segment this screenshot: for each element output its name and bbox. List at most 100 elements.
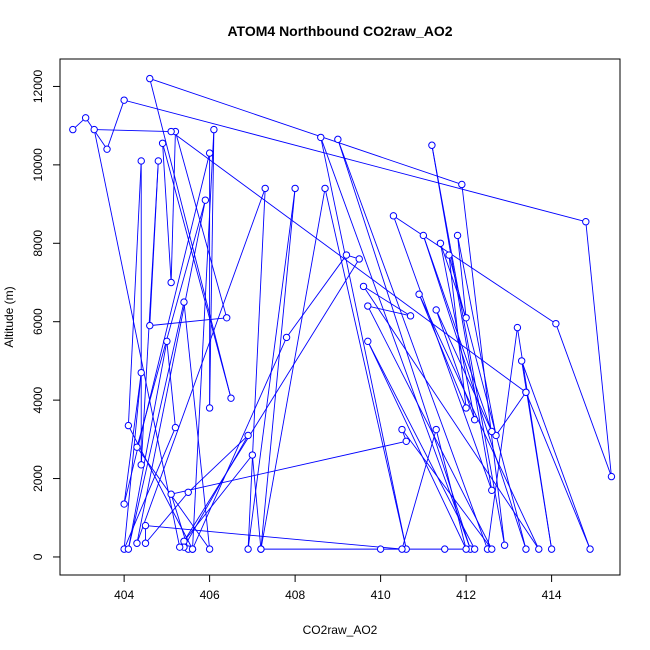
data-point: [321, 184, 329, 193]
data-point: [355, 255, 363, 263]
data-point: [462, 314, 470, 322]
series-line-segment: [170, 131, 527, 393]
data-point: [517, 357, 526, 365]
data-point: [167, 278, 175, 287]
data-point: [223, 314, 231, 322]
chart-title: ATOM4 Northbound CO2raw_AO2: [227, 23, 452, 39]
data-point: [248, 451, 257, 459]
data-point: [607, 472, 616, 481]
x-tick-label: 414: [542, 588, 562, 602]
data-point: [120, 500, 128, 508]
series-line-segment: [393, 215, 557, 325]
data-point: [167, 490, 175, 498]
data-point: [146, 321, 154, 330]
series-line-segment: [127, 160, 142, 426]
series-line-segment: [435, 309, 476, 420]
data-point: [261, 184, 269, 193]
series-line-segment: [127, 341, 168, 550]
data-point: [184, 488, 192, 496]
data-point: [470, 416, 479, 424]
series-line-segment: [192, 129, 215, 550]
data-point: [398, 545, 406, 553]
series-line-segment: [585, 221, 612, 477]
data-point: [205, 404, 214, 412]
data-point: [432, 425, 440, 434]
series-line-segment: [448, 254, 467, 409]
data-point: [188, 545, 197, 553]
data-point: [137, 461, 145, 469]
series-line-segment: [457, 235, 467, 318]
data-point: [244, 545, 252, 553]
data-point: [462, 545, 470, 553]
data-point: [453, 231, 462, 240]
series-line-segment: [124, 99, 586, 223]
data-point: [317, 133, 325, 142]
data-point: [158, 139, 167, 148]
y-tick-label: 8000: [31, 230, 45, 257]
series-line-segment: [367, 305, 411, 317]
series-line-segment: [487, 327, 518, 550]
series-line-segment: [85, 117, 108, 150]
data-point: [133, 539, 141, 547]
data-point: [488, 486, 496, 495]
data-point: [120, 96, 128, 104]
data-point: [244, 431, 252, 440]
series-line-segment: [401, 429, 493, 550]
data-point: [552, 319, 560, 328]
data-point: [376, 545, 385, 553]
data-point: [175, 543, 184, 551]
data-point: [364, 302, 372, 310]
data-point: [171, 423, 180, 432]
data-point: [359, 282, 368, 291]
series-line-segment: [247, 188, 296, 550]
series-line-segment: [162, 143, 172, 283]
data-point: [441, 545, 449, 553]
series-line-segment: [367, 305, 493, 550]
x-tick-label: 408: [285, 588, 305, 602]
data-point: [432, 306, 440, 314]
data-point: [522, 388, 530, 396]
series-line-segment: [140, 160, 159, 465]
series-line-segment: [431, 145, 506, 546]
data-point: [428, 141, 436, 149]
series-line-segment: [521, 360, 591, 550]
data-point: [436, 239, 445, 247]
x-axis-label: CO2raw_AO2: [303, 623, 378, 637]
series-line-segment: [367, 341, 467, 550]
data-point: [402, 437, 410, 445]
series-line-segment: [418, 294, 540, 550]
data-point: [547, 545, 556, 553]
series-line-segment: [123, 372, 142, 550]
series-line-segment: [393, 215, 493, 491]
series-line-segment: [422, 235, 527, 550]
series-line-segment: [363, 286, 411, 317]
data-point: [406, 312, 415, 320]
data-point: [90, 125, 98, 134]
data-point: [470, 545, 479, 553]
data-point: [141, 539, 150, 547]
data-point: [488, 427, 496, 436]
data-point: [146, 74, 154, 83]
series-line-segment: [93, 129, 181, 548]
series-line-segment: [418, 294, 467, 409]
series-line-segment: [174, 131, 228, 318]
data-point: [205, 149, 214, 157]
y-axis-label: Altitude (m): [2, 286, 16, 347]
data-point: [201, 196, 210, 204]
data-point: [364, 337, 372, 346]
data-point: [205, 545, 214, 553]
data-point: [462, 404, 470, 412]
data-point: [291, 184, 299, 193]
series-line-segment: [145, 491, 189, 544]
data-point: [522, 545, 530, 553]
series-line-segment: [106, 100, 125, 150]
data-point: [398, 425, 406, 434]
series-line-segment: [171, 440, 407, 495]
data-point: [133, 443, 141, 451]
series-line-segment: [555, 323, 612, 477]
series-line-segment: [363, 286, 540, 550]
y-tick-label: 10000: [31, 148, 45, 182]
data-point: [582, 218, 590, 226]
y-tick-label: 0: [31, 553, 45, 560]
